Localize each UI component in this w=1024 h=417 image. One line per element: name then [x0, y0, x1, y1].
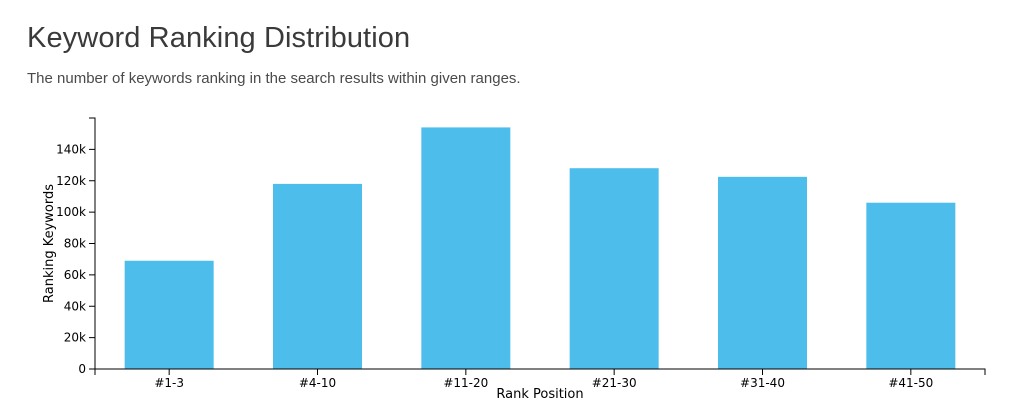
y-tick-label: 20k: [64, 331, 86, 345]
x-axis: #1-3 #4-10 #11-20 #21-30 #31-40 #41-50: [94, 368, 986, 390]
x-axis-title: Rank Position: [496, 387, 583, 402]
x-tick-label: #4-10: [299, 376, 336, 390]
y-tick-label: 140k: [56, 142, 86, 156]
y-tick-label: 100k: [56, 205, 86, 219]
y-tick-label: 0: [78, 362, 86, 376]
x-tick-label: #41-50: [888, 376, 933, 390]
y-tick-label: 60k: [64, 268, 86, 282]
y-axis: 0 20k 40k 60k 80k 100k 120k 140k: [56, 117, 96, 376]
y-tick-label: 120k: [56, 174, 86, 188]
bar-#21-30: [569, 168, 659, 369]
x-tick-label: #31-40: [740, 376, 785, 390]
bar-#11-20: [421, 127, 511, 369]
bars-group: [124, 127, 956, 369]
chart-title: Keyword Ranking Distribution: [27, 22, 411, 54]
bar-#4-10: [273, 183, 362, 369]
bar-#1-3: [124, 260, 214, 369]
chart-subtitle: The number of keywords ranking in the se…: [27, 70, 521, 87]
bar-#41-50: [866, 202, 956, 369]
x-tick-label: #21-30: [592, 376, 637, 390]
bar-#31-40: [718, 176, 807, 369]
x-tick-label: #1-3: [154, 376, 184, 390]
x-tick-label: #11-20: [443, 376, 488, 390]
y-axis-title: Ranking Keywords: [42, 184, 57, 303]
y-tick-label: 80k: [64, 237, 86, 251]
x-axis-line: [94, 368, 986, 375]
y-tick-label: 40k: [64, 299, 86, 313]
